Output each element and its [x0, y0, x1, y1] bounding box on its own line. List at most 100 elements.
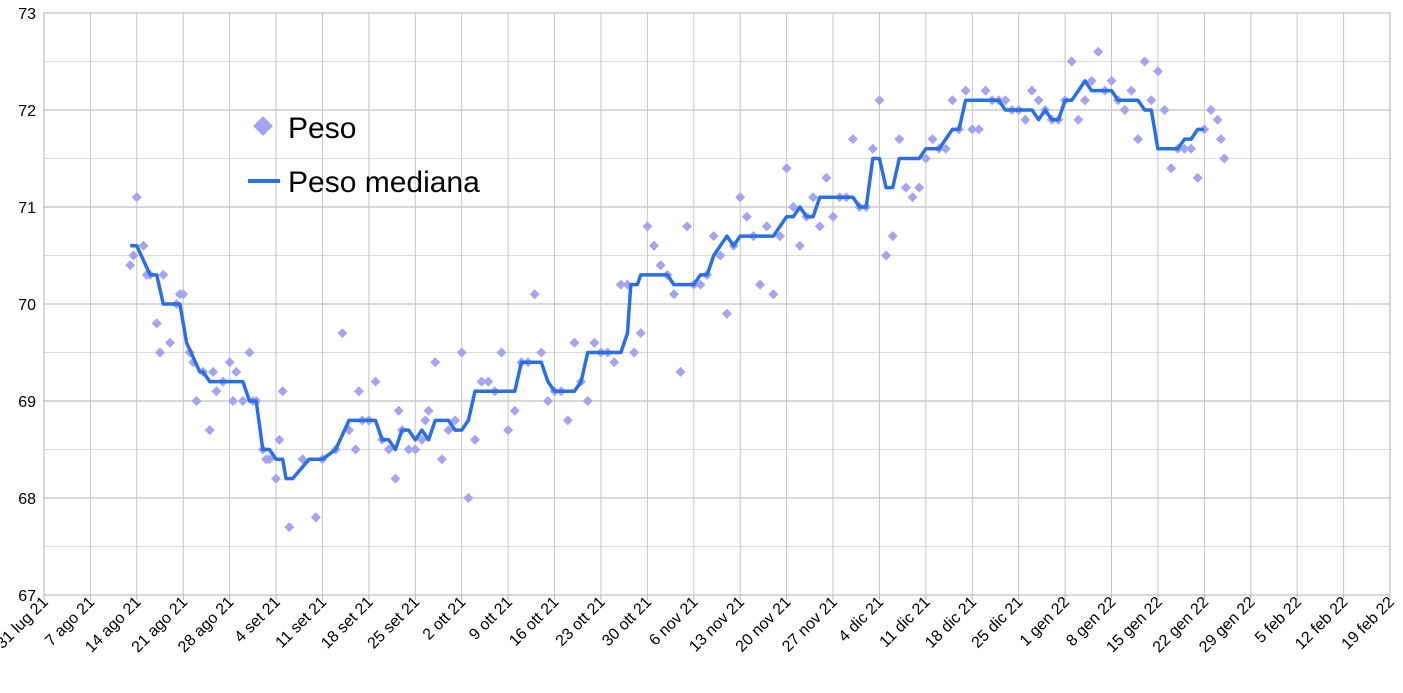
- legend: Peso Peso mediana: [248, 112, 480, 199]
- peso-point: [443, 425, 454, 436]
- peso-point: [1133, 134, 1144, 145]
- peso-point: [1219, 153, 1230, 164]
- peso-point: [1186, 143, 1197, 154]
- peso-point: [456, 347, 467, 358]
- peso-point: [642, 221, 653, 232]
- peso-point: [814, 221, 825, 232]
- y-tick-label: 69: [18, 394, 36, 411]
- peso-point: [542, 396, 553, 406]
- peso-point: [227, 396, 238, 406]
- peso-point: [1106, 75, 1117, 86]
- peso-point: [353, 386, 364, 397]
- peso-point: [755, 279, 766, 290]
- peso-point: [1199, 124, 1210, 135]
- peso-point: [264, 454, 275, 465]
- peso-point: [383, 444, 394, 455]
- peso-point: [1066, 56, 1077, 67]
- x-tick-label: 23 ott 21: [553, 594, 609, 650]
- peso-point: [509, 405, 520, 416]
- peso-point: [274, 434, 285, 445]
- peso-point: [1212, 114, 1223, 125]
- peso-point: [960, 85, 971, 96]
- peso-point: [920, 153, 931, 164]
- peso-point: [436, 454, 447, 465]
- peso-point: [191, 396, 202, 406]
- y-axis-ticks: 67 68 69 70 71 72 73: [18, 6, 36, 605]
- peso-point: [536, 347, 547, 358]
- peso-mediana-series: [130, 79, 1205, 481]
- peso-point: [483, 376, 494, 387]
- peso-point: [237, 396, 248, 406]
- peso-point: [277, 386, 288, 397]
- y-tick-label: 70: [18, 297, 36, 314]
- peso-point: [1159, 105, 1170, 115]
- peso-point: [1166, 163, 1177, 174]
- peso-point: [1093, 46, 1104, 57]
- y-tick-label: 73: [18, 6, 36, 23]
- x-tick-label: 25 dic 21: [969, 594, 1027, 652]
- peso-point: [503, 425, 514, 436]
- peso-point: [609, 357, 620, 368]
- peso-point: [894, 134, 905, 145]
- peso-point: [463, 493, 474, 503]
- peso-point: [721, 308, 732, 319]
- peso-point: [211, 386, 222, 397]
- peso-point: [867, 143, 878, 154]
- peso-point: [403, 444, 414, 455]
- peso-point: [629, 347, 640, 358]
- peso-point: [788, 202, 799, 212]
- peso-point: [416, 434, 427, 445]
- peso-point: [569, 337, 580, 348]
- peso-point: [615, 279, 626, 290]
- peso-point: [1073, 114, 1084, 125]
- peso-point: [164, 337, 175, 348]
- peso-point: [370, 376, 381, 387]
- peso-point: [231, 366, 242, 377]
- peso-point: [1033, 95, 1044, 106]
- peso-point: [337, 328, 348, 339]
- peso-point: [476, 376, 487, 387]
- peso-point: [967, 124, 978, 135]
- peso-point: [655, 260, 666, 271]
- peso-point: [1205, 105, 1216, 115]
- peso-point: [310, 512, 321, 523]
- peso-point: [224, 357, 235, 368]
- plot-frame: [43, 12, 1391, 596]
- peso-point: [874, 95, 885, 106]
- peso-point: [208, 366, 219, 377]
- peso-point: [735, 192, 746, 203]
- peso-point: [900, 182, 911, 193]
- peso-point: [1026, 85, 1037, 96]
- x-tick-label: 2 ott 21: [420, 594, 470, 644]
- peso-point: [1086, 75, 1097, 86]
- peso-point: [582, 396, 593, 406]
- peso-point: [907, 192, 918, 203]
- peso-point: [158, 269, 169, 280]
- peso-point: [390, 473, 401, 484]
- peso-point: [635, 328, 646, 339]
- peso-point: [1139, 56, 1150, 67]
- peso-point: [131, 192, 142, 203]
- peso-mediana-line: [130, 79, 1205, 481]
- peso-point: [155, 347, 166, 358]
- peso-point: [1215, 134, 1226, 145]
- peso-point: [350, 444, 361, 455]
- peso-point: [682, 221, 693, 232]
- peso-point: [794, 240, 805, 251]
- peso-point: [808, 192, 819, 203]
- peso-point: [774, 231, 785, 242]
- peso-point: [284, 522, 295, 533]
- peso-point: [430, 357, 441, 368]
- peso-point: [244, 347, 255, 358]
- y-tick-label: 71: [18, 200, 36, 217]
- peso-point: [768, 289, 779, 300]
- y-tick-label: 68: [18, 491, 36, 508]
- peso-point: [847, 134, 858, 145]
- legend-peso-marker: [253, 116, 273, 136]
- peso-point: [410, 444, 421, 455]
- peso-point: [695, 279, 706, 290]
- y-tick-label: 72: [18, 103, 36, 120]
- peso-point: [393, 405, 404, 416]
